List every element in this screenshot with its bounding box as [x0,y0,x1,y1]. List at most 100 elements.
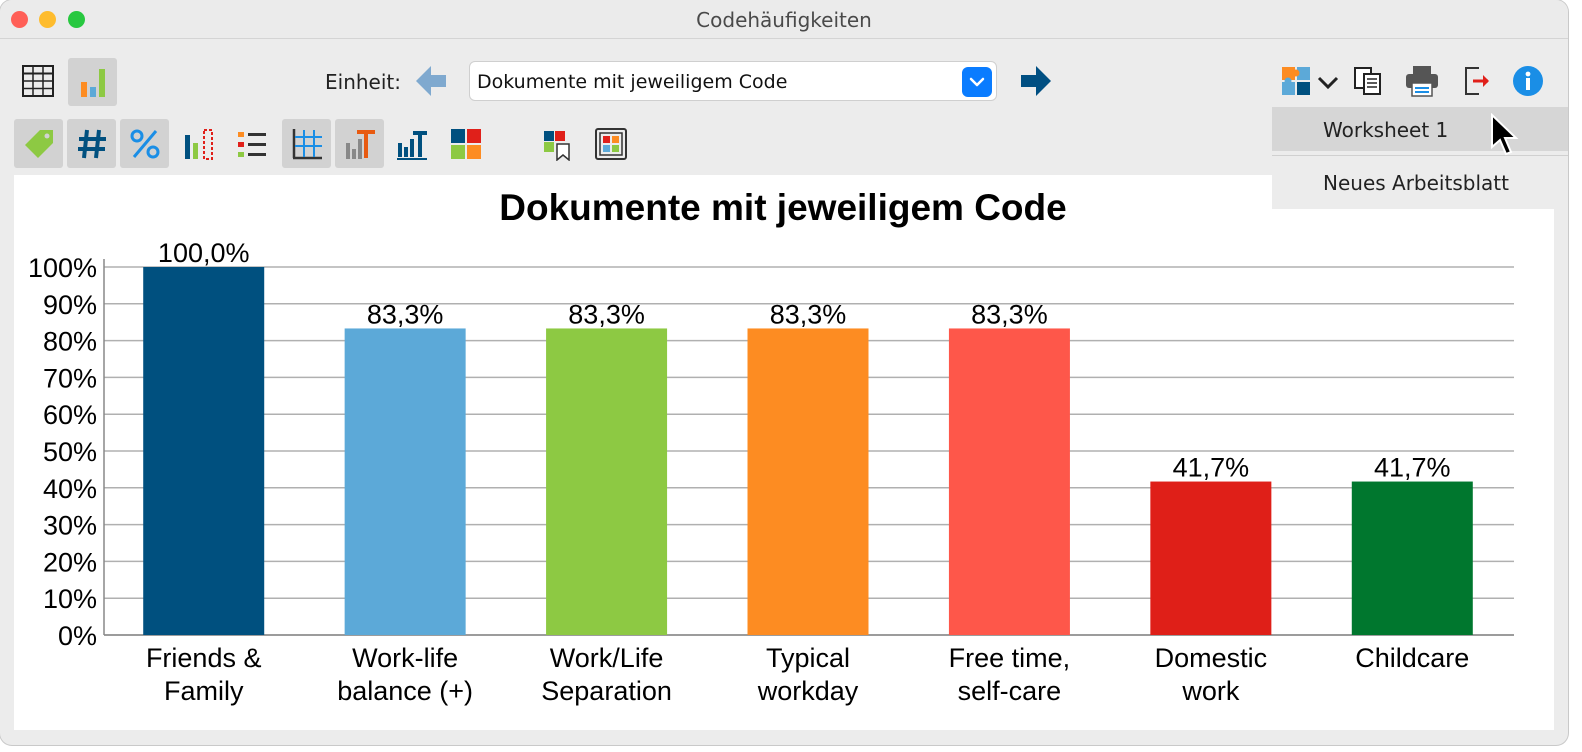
y-tick-label: 50% [43,437,97,467]
window-title: Codehäufigkeiten [696,8,872,32]
minimize-window-button[interactable] [39,11,56,28]
grid-icon [292,128,322,159]
code-labels-toggle[interactable] [14,119,63,168]
bar-legend-icon [185,128,213,160]
bar [1150,481,1272,635]
color-bookmark-button[interactable] [532,119,580,168]
export-exit-icon [1465,67,1489,95]
gridlines-toggle[interactable] [282,119,331,168]
info-icon [1513,66,1543,96]
y-tick-label: 20% [43,547,97,577]
close-window-button[interactable] [11,11,28,28]
menu-item-label: Neues Arbeitsblatt [1323,171,1509,195]
titlebar: Codehäufigkeiten [0,0,1568,39]
x-tick-label: Separation [541,676,672,706]
y-tick-label: 70% [43,363,97,393]
data-label: 83,3% [770,299,847,329]
x-tick-label: Childcare [1355,643,1469,673]
y-tick-label: 100% [28,253,97,283]
y-tick-label: 40% [43,474,97,504]
y-tick-label: 90% [43,290,97,320]
hash-icon [77,129,106,158]
export-puzzle-icon [1282,67,1310,95]
x-tick-label: Domestic [1155,643,1268,673]
data-label: 41,7% [1173,453,1250,483]
info-button[interactable] [1510,63,1546,99]
y-tick-label: 30% [43,511,97,541]
exit-export-button[interactable] [1458,63,1496,99]
arrow-left-icon [416,66,446,96]
percent-icon [130,129,159,158]
arrow-right-icon [1021,66,1051,96]
axis-title-icon [397,130,427,160]
chevron-down-icon[interactable] [962,67,992,97]
x-tick-label: Work-life [352,643,458,673]
y-tick-label: 60% [43,400,97,430]
mouse-cursor-icon [1491,113,1519,156]
color-bookmark-icon [544,130,570,161]
bar [344,328,466,635]
axis-title-button[interactable] [388,119,436,168]
y-tick-label: 80% [43,327,97,357]
bar [546,328,668,635]
value-labels-toggle[interactable] [335,119,384,168]
bar [143,267,265,635]
data-label: 83,3% [971,299,1048,329]
absolute-values-toggle[interactable] [67,119,116,168]
data-label: 83,3% [367,299,444,329]
data-label: 41,7% [1374,453,1451,483]
x-tick-label: Work/Life [550,643,664,673]
table-view-button[interactable] [16,58,60,104]
next-unit-button[interactable] [1017,63,1055,99]
menu-item-worksheet-1[interactable]: Worksheet 1 [1272,107,1568,151]
data-label: 83,3% [568,299,645,329]
x-tick-label: workday [757,676,859,706]
copy-icon [1354,67,1381,95]
percent-values-toggle[interactable] [120,119,169,168]
x-tick-label: Friends & [146,643,262,673]
maximize-window-button[interactable] [68,11,85,28]
list-icon [238,131,266,157]
unit-select[interactable]: Dokumente mit jeweiligem Code [469,61,997,101]
menu-item-label: Worksheet 1 [1323,118,1449,142]
bar-chart: Dokumente mit jeweiligem Code 0% 10% 20% 30… [28,187,1514,706]
unit-select-value: Dokumente mit jeweiligem Code [477,71,788,93]
frame-colors-button[interactable] [587,119,635,168]
bar [747,328,869,635]
x-tick-label: self-care [958,676,1062,706]
copy-button[interactable] [1350,63,1386,99]
x-tick-label: work [1181,676,1240,706]
print-button[interactable] [1402,63,1442,99]
chart-view-icon [80,69,105,97]
list-button[interactable] [228,119,276,168]
label-chart-icon [345,129,375,159]
frame-colors-icon [595,127,627,160]
color-squares-icon [451,128,481,159]
bar [948,328,1070,635]
y-tick-label: 10% [43,584,97,614]
x-tick-label: Typical [766,643,850,673]
tag-icon [24,129,53,158]
export-dropdown-menu: Worksheet 1 Neues Arbeitsblatt [1272,102,1568,209]
menu-separator [1272,155,1568,156]
data-label: 100,0% [158,238,250,268]
x-tick-label: balance (+) [337,676,473,706]
y-tick-label: 0% [58,621,97,651]
menu-item-new-worksheet[interactable]: Neues Arbeitsblatt [1272,160,1568,204]
color-scheme-button[interactable] [442,119,490,168]
previous-unit-button[interactable] [412,63,450,99]
export-worksheet-button[interactable] [1278,63,1314,99]
bar [1351,481,1473,635]
print-icon [1406,66,1438,97]
table-view-icon [22,65,54,97]
x-tick-label: Free time, [949,643,1071,673]
chart-view-button[interactable] [68,58,117,106]
chart-title: Dokumente mit jeweiligem Code [499,187,1066,228]
dropdown-chevron-icon [1317,76,1339,90]
bar-legend-button[interactable] [175,119,223,168]
unit-label: Einheit: [325,70,401,94]
export-menu-toggle[interactable] [1314,68,1342,98]
x-tick-label: Family [164,676,244,706]
chart-area: Dokumente mit jeweiligem Code 0% 10% 20% 30… [14,175,1554,730]
